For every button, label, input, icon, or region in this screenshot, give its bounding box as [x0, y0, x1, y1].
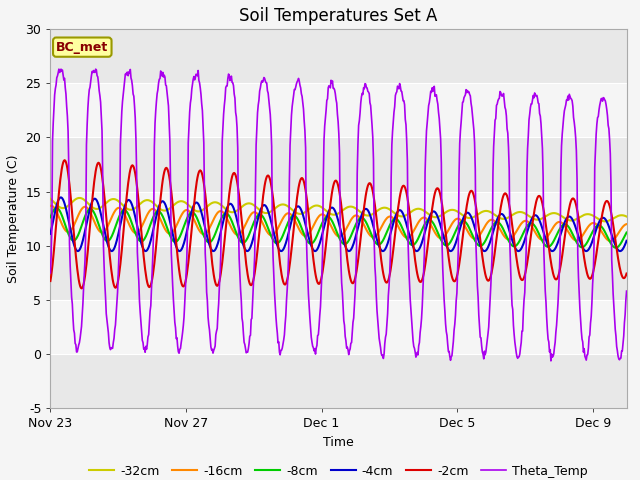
-8cm	[623, 229, 630, 235]
-8cm	[394, 218, 402, 224]
-32cm	[164, 207, 172, 213]
Line: -32cm: -32cm	[51, 198, 627, 221]
-4cm	[346, 248, 353, 254]
-4cm	[57, 194, 65, 200]
Theta_Temp	[394, 85, 402, 91]
-4cm	[47, 231, 54, 237]
-4cm	[164, 209, 172, 215]
X-axis label: Time: Time	[323, 435, 354, 449]
-16cm	[607, 238, 614, 244]
-8cm	[47, 215, 54, 220]
Bar	[51, 137, 627, 192]
-32cm	[76, 195, 83, 201]
Text: BC_met: BC_met	[56, 41, 108, 54]
Bar	[51, 29, 627, 84]
-16cm	[125, 221, 132, 227]
-32cm	[488, 210, 495, 216]
-8cm	[125, 213, 132, 218]
-2cm	[395, 199, 403, 205]
Legend: -32cm, -16cm, -8cm, -4cm, -2cm, Theta_Temp: -32cm, -16cm, -8cm, -4cm, -2cm, Theta_Te…	[84, 460, 593, 480]
Y-axis label: Soil Temperature (C): Soil Temperature (C)	[7, 155, 20, 283]
-8cm	[612, 245, 620, 251]
Line: Theta_Temp: Theta_Temp	[51, 69, 627, 361]
-8cm	[164, 227, 172, 232]
-2cm	[164, 170, 172, 176]
-2cm	[125, 170, 133, 176]
-8cm	[488, 225, 495, 231]
Theta_Temp	[346, 348, 353, 354]
-16cm	[113, 206, 121, 212]
-4cm	[113, 237, 121, 243]
-8cm	[53, 205, 61, 211]
-16cm	[47, 203, 55, 208]
-32cm	[125, 206, 132, 212]
-8cm	[346, 236, 353, 242]
-32cm	[47, 196, 54, 202]
-4cm	[125, 197, 132, 203]
-2cm	[77, 286, 85, 291]
Line: -16cm: -16cm	[51, 205, 627, 241]
Theta_Temp	[488, 265, 495, 271]
Bar	[51, 192, 627, 246]
-8cm	[113, 220, 121, 226]
Bar	[51, 84, 627, 137]
Title: Soil Temperatures Set A: Soil Temperatures Set A	[239, 7, 438, 25]
-2cm	[114, 280, 122, 286]
-16cm	[346, 220, 353, 226]
Bar	[51, 354, 627, 408]
Line: -8cm: -8cm	[51, 208, 627, 248]
-4cm	[488, 234, 495, 240]
-2cm	[623, 271, 630, 276]
-32cm	[602, 218, 609, 224]
Line: -2cm: -2cm	[51, 160, 627, 288]
Line: -4cm: -4cm	[51, 197, 627, 251]
-16cm	[47, 203, 54, 209]
-32cm	[394, 213, 402, 218]
-4cm	[623, 238, 630, 244]
-32cm	[623, 214, 630, 219]
Theta_Temp	[55, 66, 63, 72]
Theta_Temp	[164, 96, 172, 102]
Theta_Temp	[113, 300, 121, 306]
-2cm	[61, 157, 68, 163]
Theta_Temp	[547, 358, 555, 364]
-16cm	[394, 224, 402, 229]
-4cm	[515, 248, 522, 254]
-16cm	[488, 217, 495, 223]
-16cm	[623, 221, 630, 227]
Theta_Temp	[47, 270, 54, 276]
-32cm	[113, 197, 121, 203]
-2cm	[488, 266, 496, 272]
Theta_Temp	[623, 288, 630, 294]
-2cm	[346, 275, 354, 280]
Theta_Temp	[125, 69, 132, 75]
-32cm	[346, 204, 353, 210]
-2cm	[47, 278, 54, 284]
-4cm	[394, 208, 402, 214]
Bar	[51, 246, 627, 300]
Bar	[51, 300, 627, 354]
-16cm	[164, 230, 172, 236]
